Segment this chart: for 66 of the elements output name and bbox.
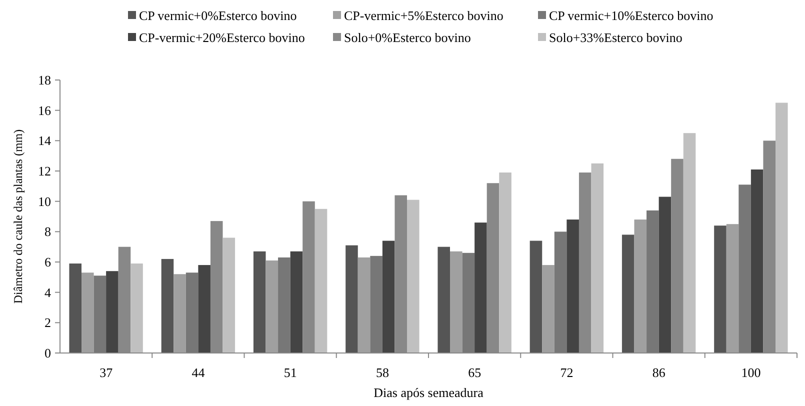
bar — [314, 208, 328, 353]
x-tick-label: 72 — [560, 365, 574, 380]
x-tick-label: 37 — [100, 365, 114, 380]
y-tick-label: 14 — [38, 133, 52, 148]
bar — [750, 169, 764, 353]
x-tick-label: 51 — [284, 365, 297, 380]
legend-label: Solo+0%Esterco bovino — [344, 30, 471, 45]
bar — [69, 264, 82, 353]
bar — [726, 224, 739, 353]
bar — [222, 238, 236, 353]
bar — [530, 240, 542, 353]
bar — [634, 220, 647, 353]
bar — [253, 251, 266, 353]
bar — [714, 226, 726, 353]
bar — [738, 184, 751, 353]
bar — [542, 265, 554, 353]
bar — [683, 133, 696, 353]
x-axis-title: Dias após semeadura — [374, 385, 484, 400]
y-axis-title: Diâmetro do caule das plantas (mm) — [11, 129, 25, 304]
bar — [106, 271, 118, 353]
bar — [81, 272, 94, 353]
x-tick-label: 65 — [468, 365, 482, 380]
bar — [554, 232, 567, 353]
y-tick-label: 8 — [44, 224, 51, 240]
bar — [186, 272, 198, 353]
y-tick-label: 0 — [44, 346, 51, 361]
legend-label: CP-vermic+5%Esterco bovino — [344, 8, 504, 23]
y-tick-label: 12 — [38, 164, 51, 179]
bar — [130, 264, 143, 353]
bar — [438, 246, 450, 353]
bar — [278, 257, 290, 353]
x-tick-label: 58 — [376, 365, 389, 380]
bar — [290, 251, 303, 353]
bar — [462, 252, 475, 353]
y-tick-label: 2 — [44, 315, 51, 330]
bar — [94, 276, 106, 353]
bar — [474, 222, 487, 353]
bar — [266, 260, 278, 353]
y-tick-label: 18 — [38, 72, 51, 88]
x-tick-label: 100 — [741, 365, 761, 380]
bar — [450, 251, 462, 353]
legend-label: CP vermic+0%Esterco bovino — [139, 8, 297, 23]
legend-label: CP vermic+10%Esterco bovino — [549, 8, 714, 23]
bar — [622, 234, 634, 353]
y-tick-label: 16 — [38, 102, 52, 118]
legend-label: CP-vermic+20%Esterco bovino — [139, 30, 305, 45]
bar — [346, 245, 358, 353]
bar — [358, 257, 370, 353]
bar — [382, 240, 395, 353]
bar — [161, 258, 174, 353]
y-tick-label: 10 — [38, 194, 51, 209]
legend-label: Solo+33%Esterco bovino — [549, 30, 682, 45]
bar — [370, 256, 382, 353]
x-tick-label: 44 — [192, 365, 206, 380]
bar — [646, 210, 659, 353]
bar — [198, 265, 210, 353]
y-tick-label: 6 — [44, 254, 52, 270]
y-tick-label: 4 — [44, 284, 52, 300]
bar — [174, 274, 186, 353]
bar — [566, 220, 579, 353]
bar — [658, 196, 672, 353]
bar — [407, 200, 420, 353]
x-tick-label: 86 — [652, 365, 666, 380]
bar — [591, 163, 604, 353]
bar — [499, 172, 512, 353]
bar — [776, 102, 788, 353]
